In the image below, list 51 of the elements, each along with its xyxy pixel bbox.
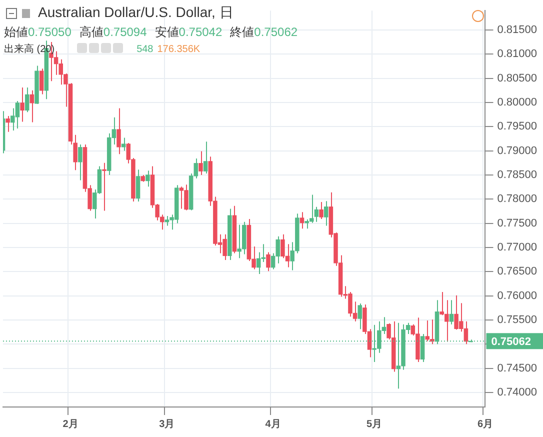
candlestick (358, 303, 362, 330)
candlestick (20, 86, 24, 122)
y-tick-label: 0.80500 (497, 72, 538, 84)
y-tick-label: 0.78000 (497, 193, 538, 206)
candlestick (39, 68, 44, 95)
annotation: 548 (136, 44, 154, 54)
y-tick-label: 0.76500 (497, 266, 538, 278)
chart-title: Australian Dollar/U.S. Dollar, 日 (37, 4, 234, 22)
x-tick-label: 3月 (159, 418, 175, 430)
candlestick (136, 169, 140, 202)
annotation: 176.356K (157, 44, 200, 54)
y-tick-label: 0.81500 (497, 24, 538, 36)
annotation: 安値 (154, 25, 179, 39)
candlestick (102, 162, 106, 212)
candlestick (266, 252, 270, 272)
annotation: 終値 (230, 25, 254, 39)
ref-line-label: 0.75062 (491, 336, 532, 348)
candlestick (24, 86, 30, 113)
y-tick-label: 0.75500 (497, 314, 538, 326)
x-tick-label: 5月 (366, 418, 382, 430)
x-tick-label: 4月 (265, 418, 281, 430)
x-tick-label: 6月 (477, 418, 494, 430)
annotation: 0.75094 (103, 25, 147, 39)
candlestick (324, 200, 328, 226)
candlestick (449, 300, 454, 325)
y-tick-label: 0.77500 (497, 217, 538, 230)
y-tick-label: 0.74000 (497, 386, 538, 399)
candlestick (78, 144, 82, 181)
candlestick (203, 141, 208, 174)
annotation: 0.75062 (254, 25, 298, 39)
y-tick-label: 0.74500 (497, 362, 538, 374)
candlestick (198, 150, 203, 176)
annotation: 0.75050 (28, 25, 72, 39)
y-tick-label: 0.81000 (497, 48, 538, 60)
candlestick (121, 137, 126, 152)
candlestick (116, 108, 121, 155)
y-tick-label: 0.79000 (497, 144, 538, 157)
y-tick-label: 0.80000 (497, 96, 538, 108)
y-tick-label: 0.77000 (497, 242, 538, 254)
candlestick (300, 212, 304, 230)
y-tick-label: 0.76000 (497, 290, 538, 302)
annotation: 高値 (79, 25, 104, 39)
candlestick (146, 170, 150, 188)
y-tick-label: 0.79500 (497, 120, 538, 133)
candlestick (30, 90, 34, 123)
x-tick-label: 2月 (62, 418, 78, 430)
y-tick-label: 0.78500 (497, 168, 538, 181)
candlestick (319, 202, 324, 220)
annotation: 始値 (4, 25, 28, 39)
candlestick (6, 115, 10, 132)
annotation: 0.75042 (178, 25, 222, 39)
